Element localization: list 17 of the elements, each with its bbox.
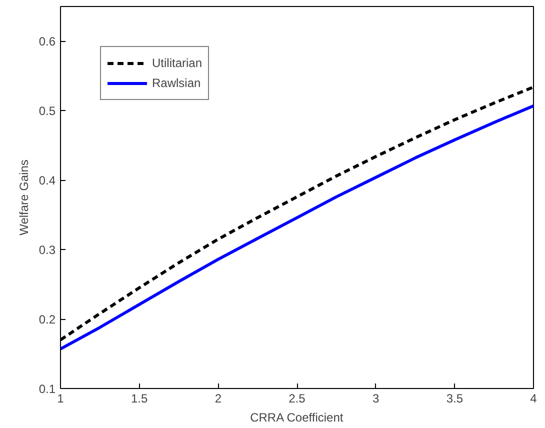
x-tick-label: 4 (530, 392, 538, 406)
y-tick-label: 0.5 (38, 104, 56, 118)
x-tick-label: 2.5 (288, 392, 306, 406)
legend-label: Utilitarian (152, 56, 202, 70)
x-axis-title: CRRA Coefficient (250, 410, 344, 424)
y-tick-label: 0.3 (38, 243, 56, 258)
x-tick-label: 2 (214, 392, 222, 406)
y-axis-title: Welfare Gains (16, 160, 31, 236)
x-tick-label: 3 (372, 392, 380, 406)
y-tick-label: 0.6 (38, 34, 56, 49)
x-tick-label: 1 (57, 392, 64, 406)
y-tick-label: 0.1 (38, 382, 56, 396)
x-tick-label: 1.5 (130, 392, 148, 406)
y-tick-label: 0.4 (38, 174, 56, 188)
y-tick-label: 0.2 (38, 312, 56, 327)
x-tick-label: 3.5 (446, 392, 464, 406)
legend-label: Rawlsian (152, 76, 201, 90)
